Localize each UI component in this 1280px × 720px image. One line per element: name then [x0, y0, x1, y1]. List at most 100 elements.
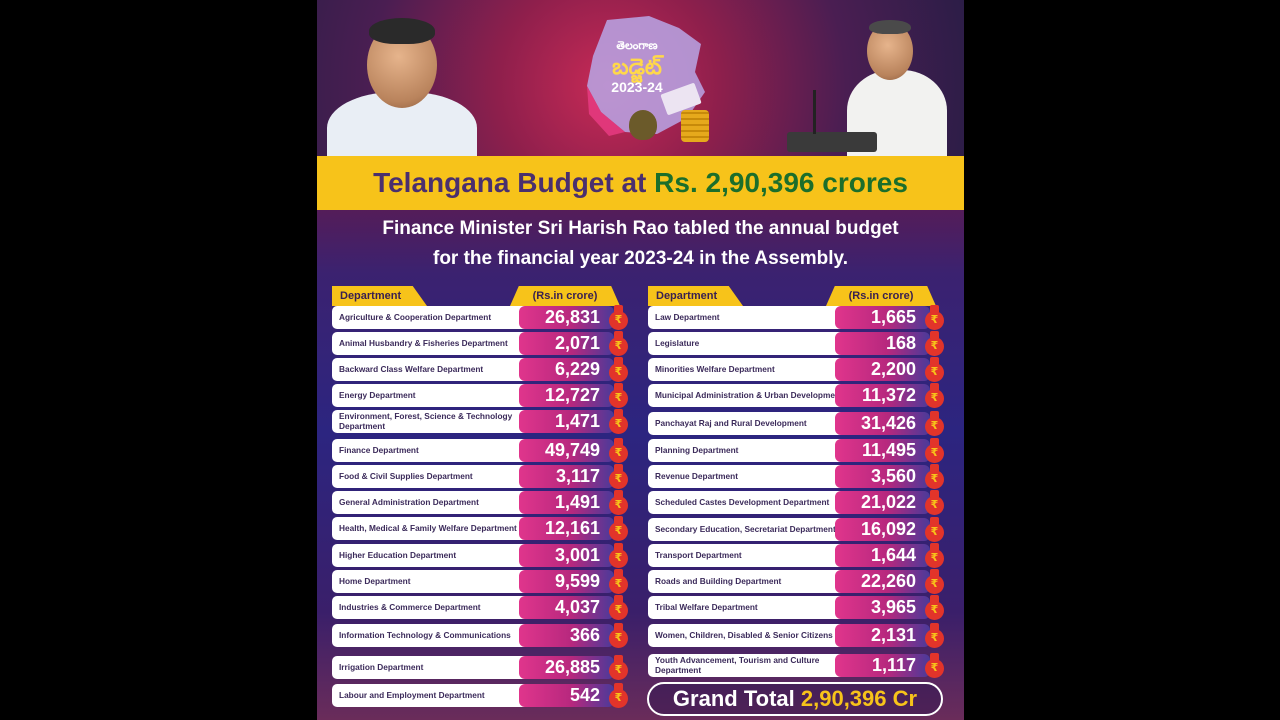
table-row: Health, Medical & Family Welfare Departm…: [332, 516, 628, 541]
table-row: Irrigation Department 26,885 ₹: [332, 655, 628, 680]
rupee-bag-icon: ₹: [609, 490, 628, 515]
rupee-bag-icon: ₹: [925, 595, 944, 620]
amount-header: (Rs.in crore): [826, 286, 936, 306]
table-row: Youth Advancement, Tourism and Culture D…: [648, 653, 944, 678]
bag-neck: [614, 357, 623, 364]
allocation-value: 26,885: [519, 656, 614, 679]
bag-neck: [930, 411, 939, 418]
bag-neck: [614, 331, 623, 338]
subtitle: Finance Minister Sri Harish Rao tabled t…: [317, 214, 964, 274]
right-department-table: Department (Rs.in crore) Law Department 1…: [648, 286, 944, 678]
table-row: Planning Department 11,495 ₹: [648, 438, 944, 463]
grand-total-badge: Grand Total 2,90,396 Cr: [647, 682, 943, 716]
rupee-bag-icon: ₹: [609, 595, 628, 620]
department-name: Finance Department: [332, 439, 532, 462]
allocation-value: 1,644: [835, 544, 930, 567]
bag-body: ₹: [925, 659, 944, 678]
allocation-value: 4,037: [519, 596, 614, 619]
amount-header: (Rs.in crore): [510, 286, 620, 306]
bag-body: ₹: [609, 363, 628, 382]
allocation-value: 168: [835, 332, 930, 355]
allocation-value: 1,491: [519, 491, 614, 514]
rupee-bag-icon: ₹: [609, 409, 628, 434]
bag-body: ₹: [609, 311, 628, 330]
bag-body: ₹: [925, 311, 944, 330]
bag-body: ₹: [609, 415, 628, 434]
allocation-value: 2,071: [519, 332, 614, 355]
bag-neck: [930, 383, 939, 390]
bag-body: ₹: [609, 689, 628, 708]
page-title: Telangana Budget at Rs. 2,90,396 crores: [317, 156, 964, 210]
logo-year: 2023-24: [611, 79, 663, 95]
bag-neck: [930, 438, 939, 445]
bag-body: ₹: [609, 549, 628, 568]
bag-neck: [930, 517, 939, 524]
bag-body: ₹: [609, 522, 628, 541]
table-header: Department (Rs.in crore): [648, 286, 944, 306]
allocation-value: 9,599: [519, 570, 614, 593]
rupee-bag-icon: ₹: [609, 655, 628, 680]
rupee-bag-icon: ₹: [925, 357, 944, 382]
left-department-table: Department (Rs.in crore) Agriculture & C…: [332, 286, 628, 708]
table-row: Transport Department 1,644 ₹: [648, 543, 944, 568]
rupee-bag-icon: ₹: [609, 623, 628, 648]
allocation-value: 542: [519, 684, 614, 707]
bag-neck: [930, 623, 939, 630]
department-name: Backward Class Welfare Department: [332, 358, 532, 381]
allocation-value: 2,131: [835, 624, 930, 647]
microphone-stand: [813, 90, 816, 134]
department-name: Labour and Employment Department: [332, 684, 532, 707]
table-row: Minorities Welfare Department 2,200 ₹: [648, 357, 944, 382]
allocation-value: 1,117: [835, 654, 930, 677]
bag-neck: [614, 409, 623, 416]
rupee-bag-icon: ₹: [925, 653, 944, 678]
bag-body: ₹: [925, 601, 944, 620]
rupee-bag-icon: ₹: [609, 464, 628, 489]
bag-body: ₹: [925, 470, 944, 489]
rupee-bag-icon: ₹: [609, 516, 628, 541]
table-row: Municipal Administration & Urban Develop…: [648, 383, 944, 408]
department-name: Agriculture & Cooperation Department: [332, 306, 532, 329]
rupee-bag-icon: ₹: [609, 305, 628, 330]
bag-neck: [930, 543, 939, 550]
finance-minister-photo: [787, 20, 952, 156]
department-name: Food & Civil Supplies Department: [332, 465, 532, 488]
allocation-value: 21,022: [835, 491, 930, 514]
table-row: Labour and Employment Department 542 ₹: [332, 683, 628, 708]
rupee-bag-icon: ₹: [925, 623, 944, 648]
table-row: Home Department 9,599 ₹: [332, 569, 628, 594]
allocation-value: 49,749: [519, 439, 614, 462]
bag-body: ₹: [609, 629, 628, 648]
bag-body: ₹: [925, 337, 944, 356]
bag-body: ₹: [925, 389, 944, 408]
allocation-value: 22,260: [835, 570, 930, 593]
bag-body: ₹: [609, 601, 628, 620]
bag-neck: [930, 305, 939, 312]
department-name: Environment, Forest, Science & Technolog…: [332, 410, 532, 433]
bag-neck: [930, 464, 939, 471]
table-row: Agriculture & Cooperation Department 26,8…: [332, 305, 628, 330]
bag-body: ₹: [925, 523, 944, 542]
bag-neck: [930, 490, 939, 497]
allocation-value: 11,372: [835, 384, 930, 407]
allocation-value: 3,001: [519, 544, 614, 567]
chief-minister-photo: [319, 8, 487, 156]
bag-body: ₹: [609, 470, 628, 489]
bag-body: ₹: [925, 549, 944, 568]
bag-body: ₹: [609, 337, 628, 356]
allocation-value: 366: [519, 624, 614, 647]
bag-neck: [930, 595, 939, 602]
allocation-value: 31,426: [835, 412, 930, 435]
subtitle-line-2: for the financial year 2023-24 in the As…: [433, 248, 848, 269]
table-row: General Administration Department 1,491 ₹: [332, 490, 628, 515]
table-row: Environment, Forest, Science & Technolog…: [332, 409, 628, 434]
department-name: Panchayat Raj and Rural Development: [648, 412, 848, 435]
department-name: Information Technology & Communications: [332, 624, 532, 647]
bag-neck: [930, 653, 939, 660]
hair-shape: [869, 20, 911, 34]
bag-neck: [614, 438, 623, 445]
table-row: Industries & Commerce Department 4,037 ₹: [332, 595, 628, 620]
table-row: Animal Husbandry & Fisheries Department 2…: [332, 331, 628, 356]
allocation-value: 1,471: [519, 410, 614, 433]
rupee-bag-icon: ₹: [609, 331, 628, 356]
